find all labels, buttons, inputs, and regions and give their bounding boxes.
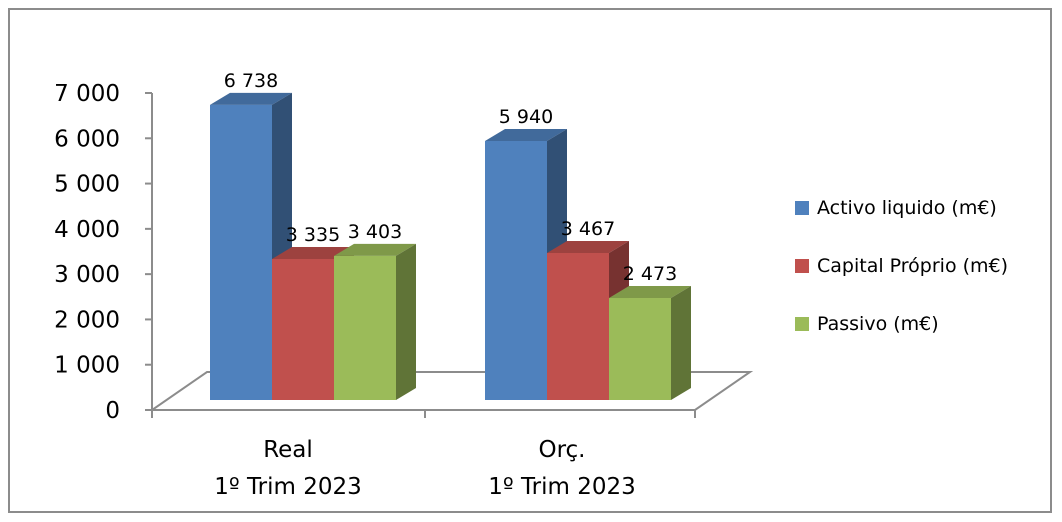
y-tick-label: 3 000	[54, 262, 120, 288]
y-tick-label: 7 000	[54, 81, 120, 107]
y-tick-label: 2 000	[54, 307, 120, 333]
y-tick-label: 1 000	[54, 353, 120, 379]
bar-front	[547, 252, 609, 400]
bar-top	[334, 243, 416, 256]
y-tick-label: 0	[105, 398, 120, 424]
legend-swatch	[795, 317, 809, 331]
legend-swatch	[795, 259, 809, 273]
data-label: 3 403	[348, 221, 402, 243]
category-label: Orç.	[538, 437, 585, 463]
bar-side	[671, 286, 691, 400]
y-tick-label: 4 000	[54, 217, 120, 243]
bar-front	[485, 141, 547, 400]
y-tick-label: 5 000	[54, 172, 120, 198]
bar-top	[272, 246, 354, 259]
bar-top	[547, 240, 629, 253]
category-label: 1º Trim 2023	[214, 474, 362, 500]
bar-front	[210, 104, 272, 400]
data-label: 3 467	[561, 218, 615, 240]
bar-front	[609, 298, 671, 400]
category-label: Real	[263, 437, 313, 463]
legend-label: Activo liquido (m€)	[817, 197, 997, 219]
bar-front	[334, 255, 396, 400]
legend-label: Capital Próprio (m€)	[817, 255, 1008, 277]
bar-top	[609, 286, 691, 299]
bar-top	[485, 129, 567, 142]
bar-side	[396, 243, 416, 400]
data-label: 2 473	[623, 263, 677, 285]
y-tick-label: 6 000	[54, 126, 120, 152]
data-label: 3 335	[286, 224, 340, 246]
legend-swatch	[795, 201, 809, 215]
data-label: 6 738	[224, 70, 278, 92]
bar-top	[210, 92, 292, 105]
data-label: 5 940	[499, 106, 553, 128]
bar-front	[272, 258, 334, 400]
category-label: 1º Trim 2023	[488, 474, 636, 500]
legend-label: Passivo (m€)	[817, 313, 939, 335]
